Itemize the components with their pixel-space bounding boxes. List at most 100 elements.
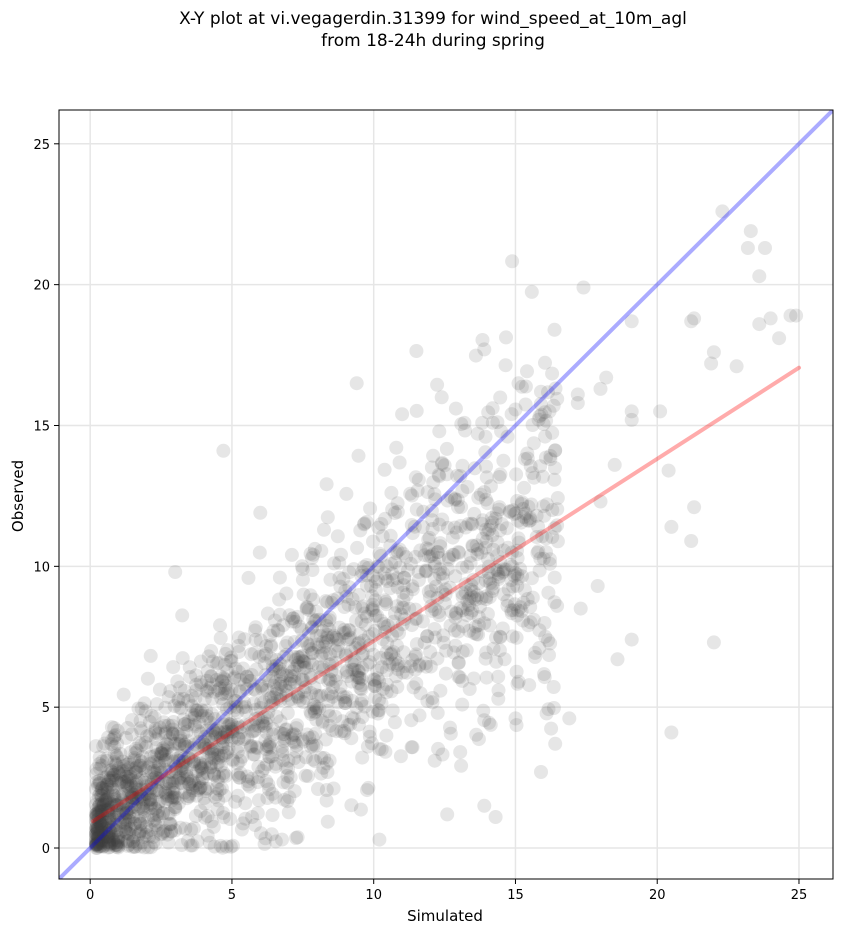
data-point <box>204 814 219 829</box>
data-point <box>152 756 166 771</box>
data-point <box>303 704 318 719</box>
data-point <box>541 585 556 600</box>
data-point <box>277 792 292 807</box>
data-point <box>93 839 108 853</box>
data-point <box>411 573 426 587</box>
data-point <box>183 670 198 684</box>
data-point <box>251 711 266 726</box>
data-point <box>131 701 146 716</box>
data-point <box>267 613 282 628</box>
data-point <box>169 762 184 777</box>
data-point <box>403 659 418 674</box>
data-point <box>539 706 554 721</box>
data-point <box>480 607 495 621</box>
data-point <box>389 638 404 653</box>
data-point <box>278 722 293 737</box>
data-point <box>322 709 337 724</box>
data-point <box>158 794 173 809</box>
data-point <box>383 528 398 543</box>
data-point <box>177 737 192 752</box>
data-point <box>486 581 501 596</box>
data-point <box>214 674 229 688</box>
data-point <box>93 814 107 829</box>
data-point <box>216 810 231 825</box>
data-point <box>485 415 500 430</box>
data-point <box>107 755 122 770</box>
data-point <box>230 788 245 803</box>
data-point <box>308 704 323 719</box>
data-point <box>191 764 206 778</box>
data-point <box>252 545 267 560</box>
data-point <box>299 601 314 616</box>
data-point <box>536 499 551 514</box>
data-point <box>165 725 180 740</box>
data-point <box>522 514 537 529</box>
data-point <box>370 663 385 678</box>
data-point <box>241 777 255 792</box>
data-point <box>389 546 404 560</box>
data-point <box>438 666 453 681</box>
data-point <box>265 786 280 801</box>
data-point <box>122 755 137 770</box>
data-point <box>259 725 274 740</box>
data-point <box>382 657 397 672</box>
data-point <box>259 774 274 788</box>
data-point <box>272 607 287 622</box>
data-point <box>283 672 298 687</box>
data-point <box>188 691 203 706</box>
data-point <box>287 675 302 689</box>
data-point <box>364 579 379 594</box>
data-point <box>136 801 150 816</box>
data-point <box>123 821 138 836</box>
data-point <box>112 767 127 781</box>
data-point <box>122 826 137 841</box>
data-point <box>624 632 639 647</box>
data-point <box>233 684 248 699</box>
data-point <box>148 725 163 740</box>
data-point <box>127 800 142 814</box>
data-point <box>98 793 113 808</box>
data-point <box>390 680 405 694</box>
data-point <box>453 601 468 616</box>
data-point <box>183 838 198 853</box>
data-point <box>203 759 218 774</box>
data-point <box>309 604 324 619</box>
data-point <box>455 484 470 498</box>
data-point <box>166 660 181 675</box>
data-point <box>151 804 165 819</box>
data-point <box>407 519 422 534</box>
data-point <box>88 807 103 822</box>
data-point <box>107 729 122 744</box>
data-point <box>338 696 352 711</box>
data-point <box>302 603 316 617</box>
data-point <box>486 641 501 656</box>
data-point <box>772 331 787 346</box>
data-point <box>408 662 423 677</box>
data-point <box>299 691 314 706</box>
data-point <box>328 643 343 658</box>
data-point <box>119 797 133 812</box>
data-point <box>370 706 385 721</box>
data-point <box>342 623 357 638</box>
data-point <box>140 729 154 744</box>
data-point <box>137 810 152 825</box>
data-point <box>515 495 530 510</box>
data-point <box>116 787 131 802</box>
data-point <box>349 376 364 391</box>
data-point <box>404 713 419 728</box>
data-point <box>550 518 565 533</box>
data-point <box>332 555 347 570</box>
data-point <box>340 669 355 684</box>
data-point <box>590 579 605 593</box>
data-point <box>593 494 608 509</box>
data-point <box>97 736 112 751</box>
data-point <box>279 760 294 775</box>
data-point <box>307 680 322 695</box>
data-point <box>482 590 497 605</box>
data-point <box>188 778 203 793</box>
data-point <box>351 717 366 732</box>
data-point <box>273 676 288 691</box>
data-point <box>322 718 337 733</box>
data-point <box>128 839 143 854</box>
data-point <box>193 654 208 669</box>
